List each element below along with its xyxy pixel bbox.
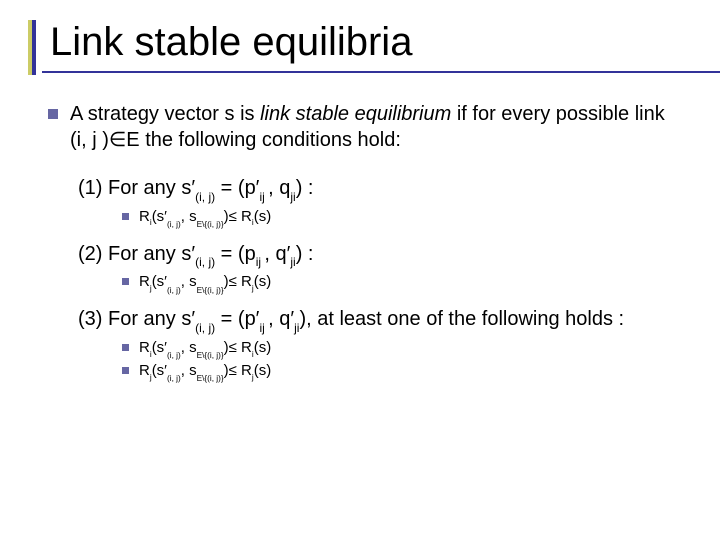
condition-3-bullet-1: Ri(s′(i, j), sE\{(i, j)})≤ Ri(s) [122,339,672,358]
c2-eq-sub: ij [256,255,265,269]
c1-comma: , s [181,208,197,225]
c3b2-rj: j [150,373,152,382]
c2-comma: , s [181,273,197,290]
title-accent-bar [28,20,36,75]
c3-sub: (i, j) [195,321,215,335]
c2-eq: = (p [215,243,256,265]
c2-open: (s′ [152,273,167,290]
c3b2-close-j: j [252,373,254,382]
c1-expr: Ri(s′(i, j), sE\{(i, j)})≤ Ri(s) [139,208,271,227]
c2-close-j: j [252,284,254,293]
c3-eq-sub: ij [259,321,268,335]
c3b2-r: R [139,362,150,379]
c1-close-i: i [252,218,254,227]
c3b1-s: (s) [254,339,272,356]
c3-expr-2: Rj(s′(i, j), sE\{(i, j)})≤ Rj(s) [139,362,271,381]
c3b2-open-sub: (i, j) [167,374,181,383]
square-bullet-icon [122,344,129,351]
c3b1-close-i: i [252,350,254,359]
condition-1: (1) For any s′(i, j) = (p′ij , qji) : Ri… [48,175,672,227]
c1-s: (s) [254,208,272,225]
c2-rest-sub: E\{(i, j)} [197,286,224,295]
c1-label: (1) For any s′ [78,177,195,199]
condition-1-bullet: Ri(s′(i, j), sE\{(i, j)})≤ Ri(s) [122,208,672,227]
c1-r: R [139,208,150,225]
c1-eq-sub: ij [259,190,268,204]
c1-eq-post: , q [268,177,290,199]
intro-line: A strategy vector s is link stable equil… [48,101,672,153]
c2-close: )≤ R [224,273,252,290]
condition-3: (3) For any s′(i, j) = (p′ij , q′ji), at… [48,306,672,381]
c3b1-rest-sub: E\{(i, j)} [197,351,224,360]
slide-content: A strategy vector s is link stable equil… [0,101,720,381]
condition-2: (2) For any s′(i, j) = (pij , q′ji) : Rj… [48,241,672,293]
c3-eq: = (p′ [215,308,259,330]
c3b2-comma: , s [181,362,197,379]
c2-eq-sub2: ji [290,255,295,269]
c2-rj: j [150,284,152,293]
condition-3-header: (3) For any s′(i, j) = (p′ij , q′ji), at… [78,306,672,335]
c3b1-open: (s′ [152,339,167,356]
c2-eq-post: , q′ [264,243,290,265]
c2-expr: Rj(s′(i, j), sE\{(i, j)})≤ Rj(s) [139,273,271,292]
c1-close: )≤ R [224,208,252,225]
condition-2-bullet: Rj(s′(i, j), sE\{(i, j)})≤ Rj(s) [122,273,672,292]
c3-eq-post: , q′ [268,308,294,330]
c2-s: (s) [254,273,272,290]
c1-eq: = (p′ [215,177,259,199]
c3-eq-sub2: ji [294,321,299,335]
c2-sub: (i, j) [195,255,215,269]
c1-open: (s′ [152,208,167,225]
c3-eq-end: ), at least one of the following holds : [299,308,624,330]
c2-r: R [139,273,150,290]
c1-open-sub: (i, j) [167,220,181,229]
c3b2-rest-sub: E\{(i, j)} [197,374,224,383]
square-bullet-icon [122,213,129,220]
c3-label: (3) For any s′ [78,308,195,330]
c3b1-r: R [139,339,150,356]
c3b1-comma: , s [181,339,197,356]
c2-eq-end: ) : [296,243,314,265]
intro-text: A strategy vector s is link stable equil… [70,101,672,153]
c3b1-ri: i [150,350,152,359]
slide-title: Link stable equilibria [42,20,720,73]
condition-3-bullet-2: Rj(s′(i, j), sE\{(i, j)})≤ Rj(s) [122,362,672,381]
c3b2-close: )≤ R [224,362,252,379]
c3b1-close: )≤ R [224,339,252,356]
square-bullet-icon [122,278,129,285]
condition-1-header: (1) For any s′(i, j) = (p′ij , qji) : [78,175,672,204]
c3b2-open: (s′ [152,362,167,379]
title-bar: Link stable equilibria [0,0,720,81]
c1-eq-end: ) : [296,177,314,199]
c3-expr-1: Ri(s′(i, j), sE\{(i, j)})≤ Ri(s) [139,339,271,358]
c1-ri: i [150,218,152,227]
intro-emphasis: link stable equilibrium [260,103,451,125]
intro-pre: A strategy vector s is [70,103,260,125]
c3b1-open-sub: (i, j) [167,351,181,360]
c1-rest-sub: E\{(i, j)} [197,220,224,229]
c2-label: (2) For any s′ [78,243,195,265]
c3b2-s: (s) [254,362,272,379]
c1-eq-sub2: ji [290,190,295,204]
c2-open-sub: (i, j) [167,286,181,295]
condition-2-header: (2) For any s′(i, j) = (pij , q′ji) : [78,241,672,270]
c1-sub: (i, j) [195,190,215,204]
square-bullet-icon [48,109,58,119]
square-bullet-icon [122,367,129,374]
